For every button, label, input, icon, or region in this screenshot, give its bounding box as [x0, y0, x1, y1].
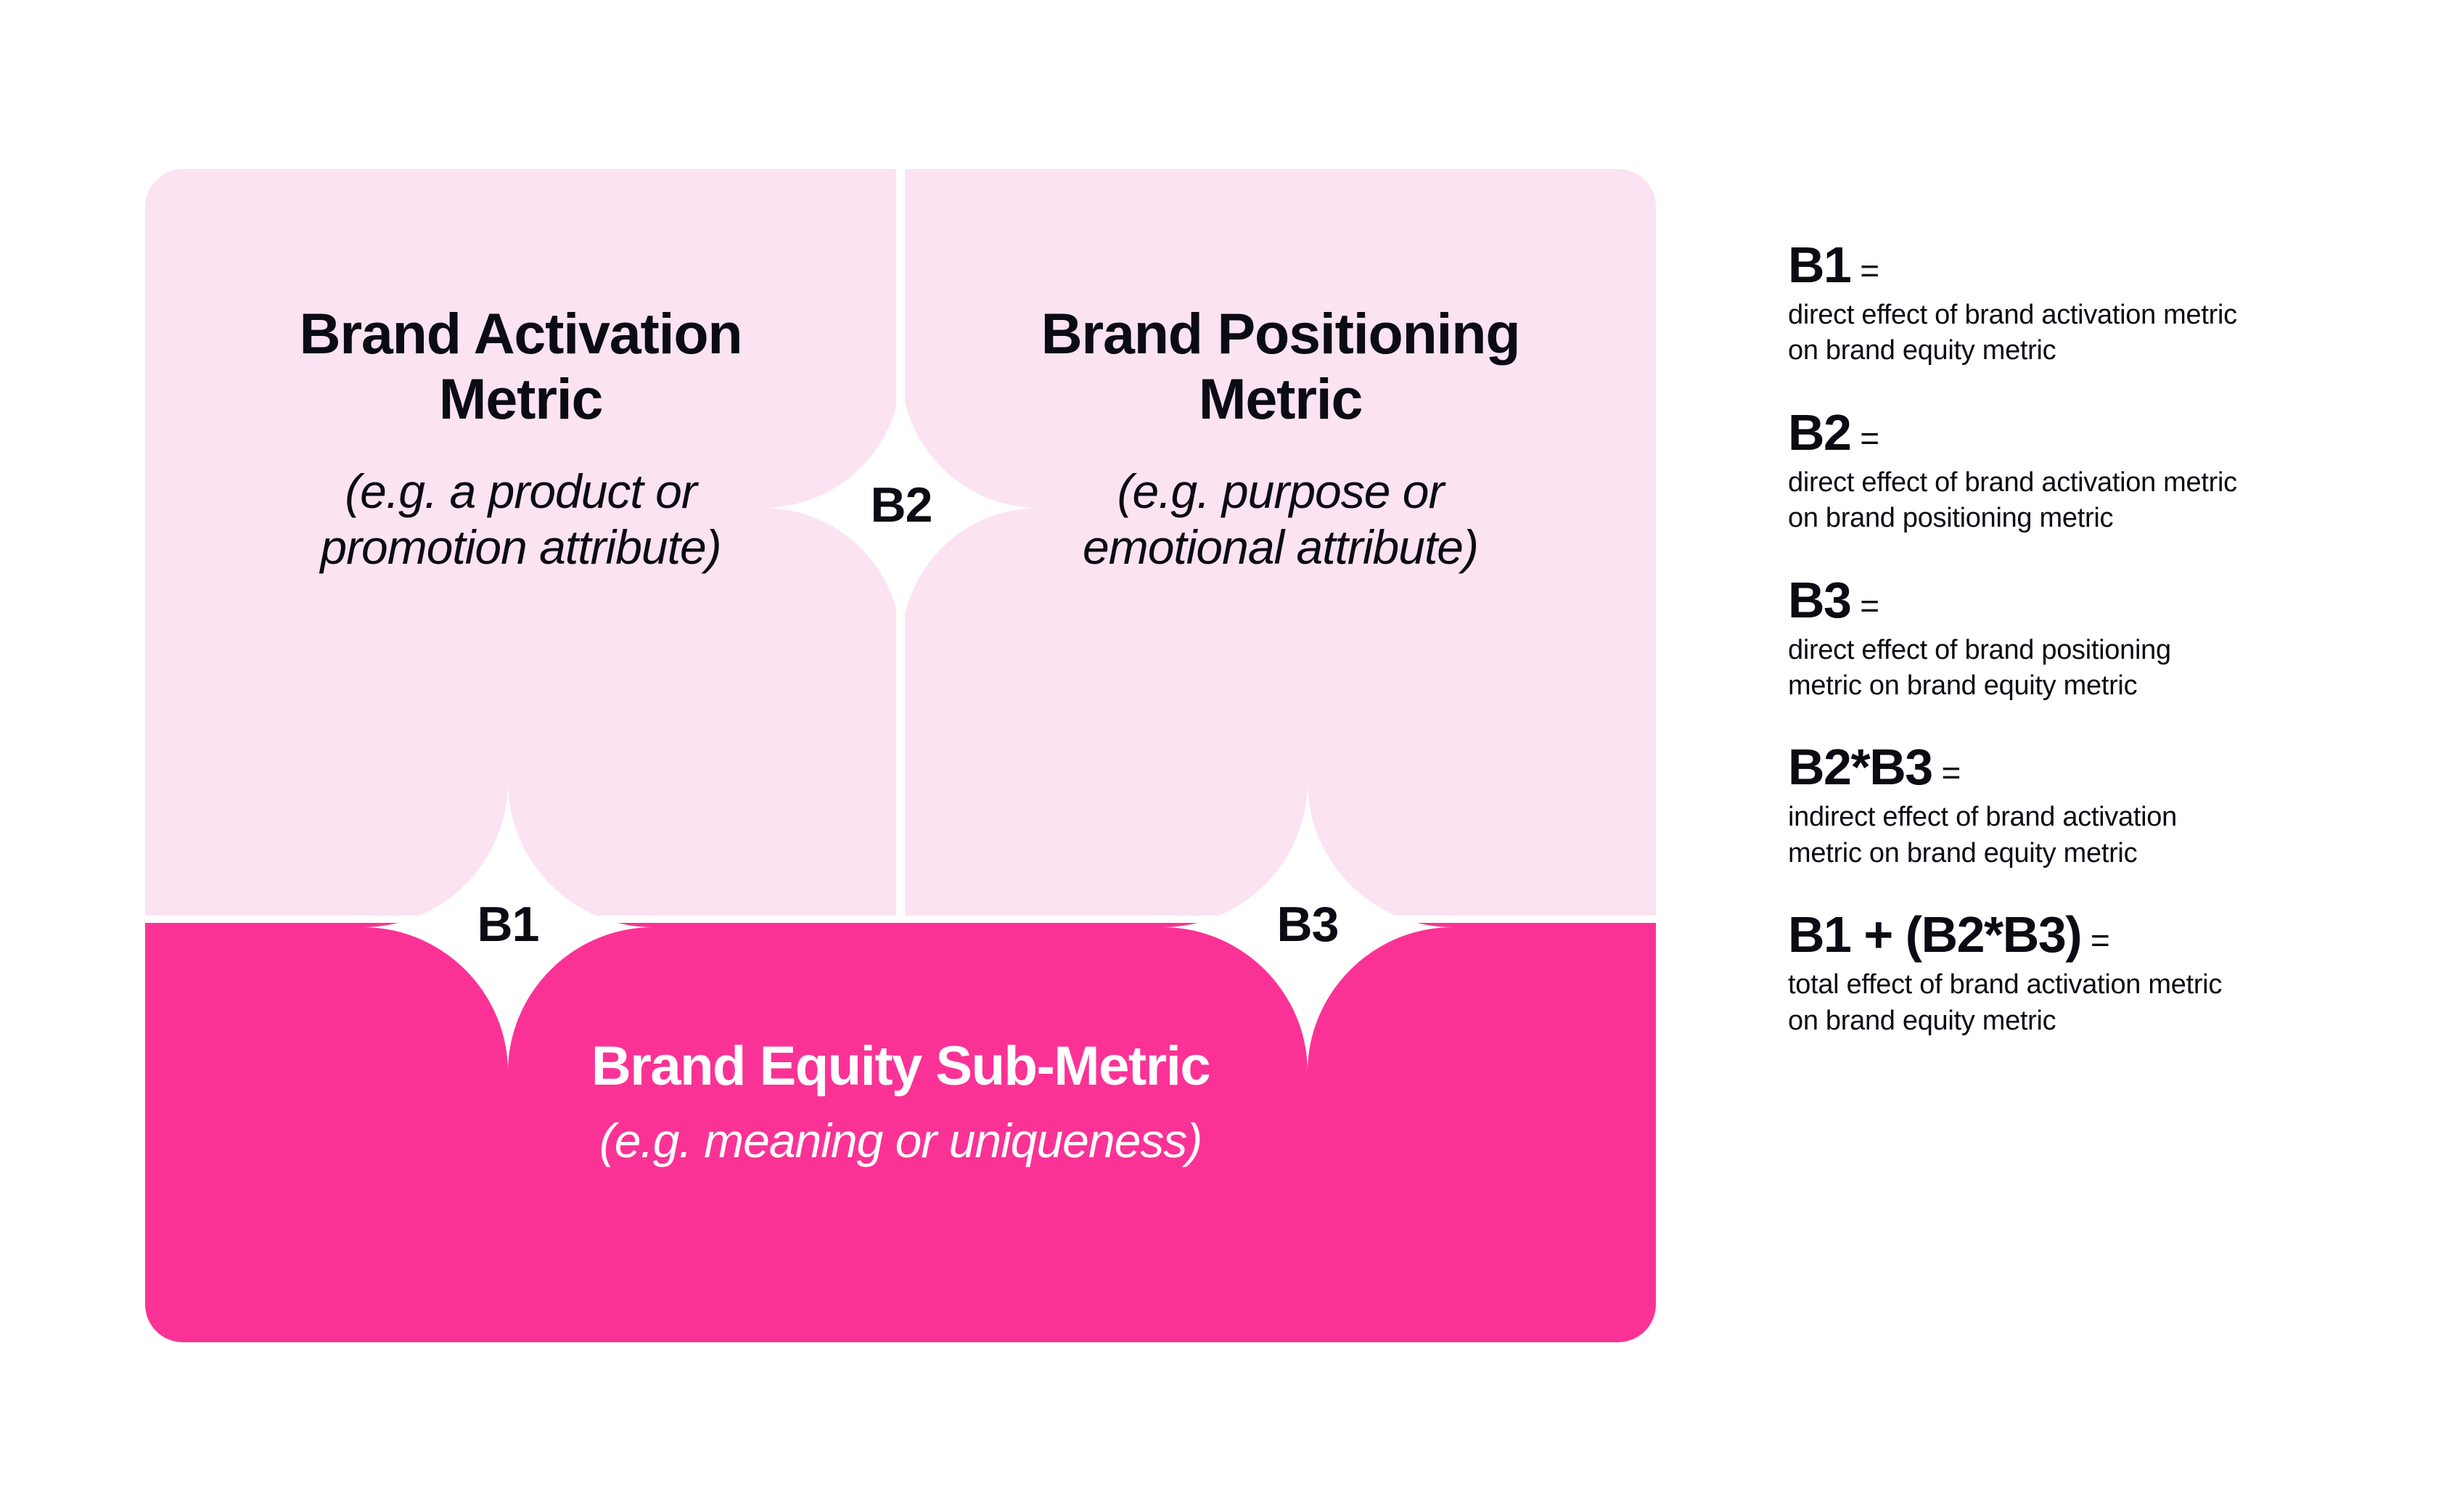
legend-item-b2-times-b3: B2*B3 = indirect effect of brand activat…	[1788, 741, 2339, 871]
legend-description-total-effect: total effect of brand activation metric …	[1788, 969, 2223, 1036]
legend-description-b1: direct effect of brand activation metric…	[1788, 300, 2237, 366]
panel-brand-activation-metric: Brand Activation Metric (e.g. a product …	[145, 169, 896, 916]
panel-brand-equity-sub-metric: Brand Equity Sub-Metric (e.g. meaning or…	[145, 923, 1656, 1342]
legend-description-b2: direct effect of brand activation metric…	[1788, 467, 2237, 534]
legend-item-b1: B1 = direct effect of brand activation m…	[1788, 239, 2339, 369]
equals-sign: =	[1850, 252, 1880, 289]
legend-symbol-b2: B2 =	[1788, 407, 2339, 458]
legend-symbol-text: B1	[1788, 237, 1852, 293]
legend-symbol-b1: B1 =	[1788, 239, 2339, 290]
legend-symbol-text: B2*B3	[1788, 739, 1933, 796]
legend-item-b3: B3 = direct effect of brand positioning …	[1788, 575, 2339, 704]
equals-sign: =	[1850, 419, 1880, 457]
brand-positioning-metric-example: (e.g. purpose or emotional attribute)	[1083, 464, 1479, 574]
equals-sign: =	[1850, 586, 1880, 625]
legend-symbol-b3: B3 =	[1788, 575, 2339, 625]
equals-sign: =	[2081, 921, 2110, 960]
brand-activation-metric-example: (e.g. a product or promotion attribute)	[320, 464, 721, 574]
brand-activation-metric-title: Brand Activation Metric	[299, 301, 743, 432]
legend-symbol-text: B1 + (B2*B3)	[1788, 906, 2083, 964]
brand-metric-diagram: Brand Activation Metric (e.g. a product …	[145, 169, 1656, 1342]
legend-symbol-b2-times-b3: B2*B3 =	[1788, 741, 2339, 792]
legend-symbol-total-effect: B1 + (B2*B3) =	[1788, 909, 2339, 960]
legend-description-b3: direct effect of brand positioning metri…	[1788, 634, 2171, 701]
legend-symbol-text: B3	[1788, 571, 1852, 628]
equals-sign: =	[1932, 754, 1961, 792]
legend-item-total-effect: B1 + (B2*B3) = total effect of brand act…	[1788, 909, 2339, 1039]
brand-equity-sub-metric-title: Brand Equity Sub-Metric	[591, 1035, 1211, 1097]
legend-item-b2: B2 = direct effect of brand activation m…	[1788, 407, 2339, 537]
legend-description-b2-times-b3: indirect effect of brand activation metr…	[1788, 802, 2177, 868]
brand-positioning-metric-title: Brand Positioning Metric	[1041, 301, 1521, 432]
legend-symbol-text: B2	[1788, 403, 1852, 461]
legend: B1 = direct effect of brand activation m…	[1788, 239, 2339, 1039]
panel-brand-positioning-metric: Brand Positioning Metric (e.g. purpose o…	[905, 169, 1656, 916]
brand-equity-sub-metric-example: (e.g. meaning or uniqueness)	[599, 1114, 1203, 1167]
